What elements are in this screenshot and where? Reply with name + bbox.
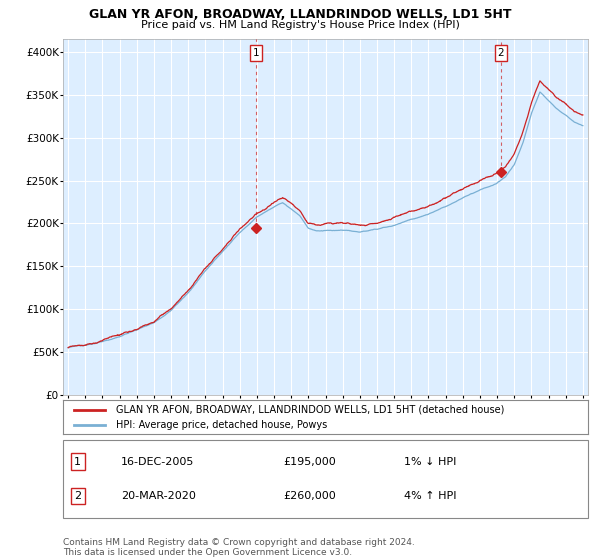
Text: 4% ↑ HPI: 4% ↑ HPI (404, 491, 457, 501)
Text: 2: 2 (497, 48, 504, 58)
Text: 1% ↓ HPI: 1% ↓ HPI (404, 456, 457, 466)
Text: Price paid vs. HM Land Registry's House Price Index (HPI): Price paid vs. HM Land Registry's House … (140, 20, 460, 30)
Text: GLAN YR AFON, BROADWAY, LLANDRINDOD WELLS, LD1 5HT: GLAN YR AFON, BROADWAY, LLANDRINDOD WELL… (89, 8, 511, 21)
Text: £260,000: £260,000 (284, 491, 336, 501)
Text: HPI: Average price, detached house, Powys: HPI: Average price, detached house, Powy… (115, 419, 327, 430)
Text: 1: 1 (74, 456, 81, 466)
Text: 16-DEC-2005: 16-DEC-2005 (121, 456, 194, 466)
Text: Contains HM Land Registry data © Crown copyright and database right 2024.
This d: Contains HM Land Registry data © Crown c… (63, 538, 415, 557)
Text: 2: 2 (74, 491, 81, 501)
Text: £195,000: £195,000 (284, 456, 336, 466)
Text: GLAN YR AFON, BROADWAY, LLANDRINDOD WELLS, LD1 5HT (detached house): GLAN YR AFON, BROADWAY, LLANDRINDOD WELL… (115, 405, 504, 415)
Text: 20-MAR-2020: 20-MAR-2020 (121, 491, 196, 501)
Text: 1: 1 (253, 48, 259, 58)
